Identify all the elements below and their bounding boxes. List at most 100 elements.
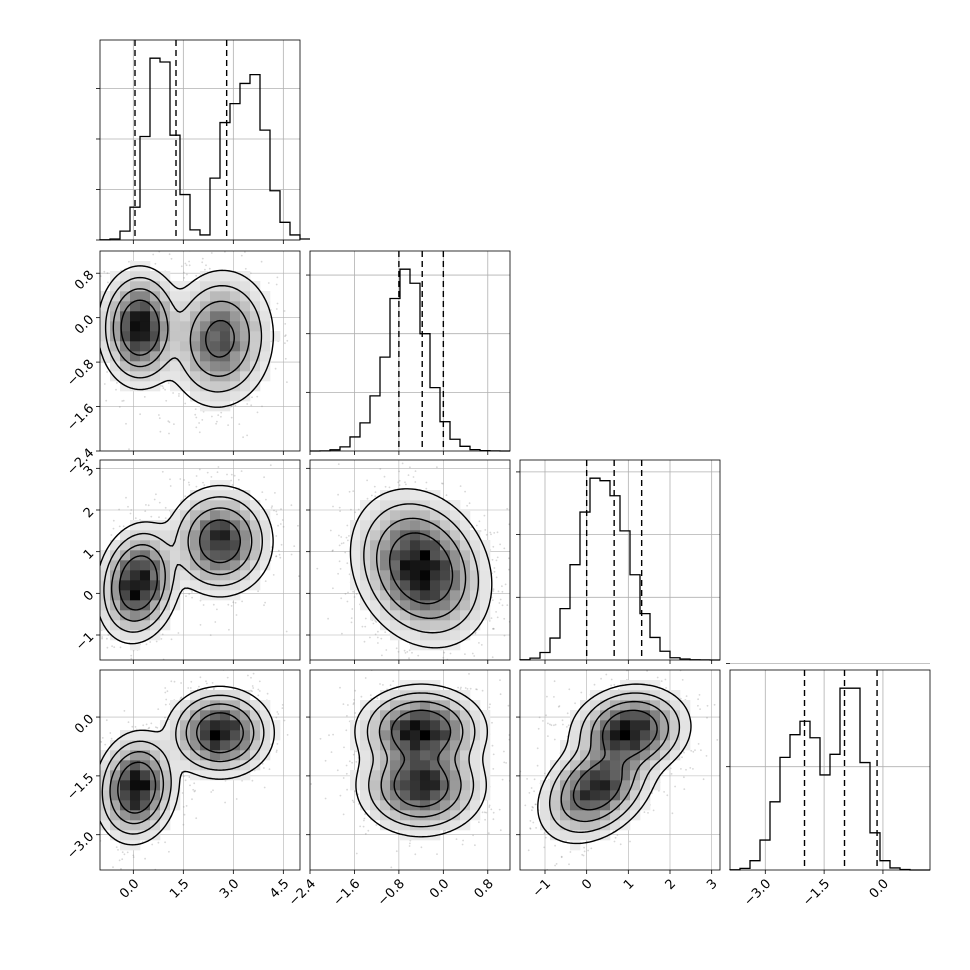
density-cell bbox=[170, 351, 181, 362]
sample-point bbox=[230, 416, 233, 419]
sample-point bbox=[113, 646, 116, 649]
density-cell bbox=[110, 371, 121, 382]
density-cell bbox=[220, 291, 231, 302]
sample-point bbox=[231, 484, 234, 486]
density-cell bbox=[140, 291, 151, 302]
sample-point bbox=[275, 510, 278, 513]
sample-point bbox=[93, 312, 95, 314]
sample-point bbox=[542, 538, 544, 540]
sample-point bbox=[106, 646, 109, 649]
sample-point bbox=[414, 481, 417, 483]
sample-point bbox=[90, 357, 92, 359]
sample-point bbox=[160, 384, 162, 387]
sample-point bbox=[97, 353, 99, 355]
sample-point bbox=[350, 508, 352, 511]
contour-line-1 bbox=[120, 299, 235, 358]
density-cell bbox=[210, 321, 221, 332]
density-cell bbox=[100, 331, 111, 342]
sample-point bbox=[449, 652, 452, 655]
density-cell bbox=[120, 580, 131, 591]
sample-point bbox=[376, 661, 378, 663]
sample-point bbox=[404, 481, 406, 484]
sample-point bbox=[210, 252, 213, 254]
sample-point bbox=[332, 587, 334, 590]
density-cell bbox=[250, 341, 261, 352]
sample-point bbox=[228, 628, 230, 631]
sample-point bbox=[225, 243, 227, 245]
sample-point bbox=[86, 353, 88, 355]
sample-point bbox=[410, 457, 412, 459]
sample-point bbox=[257, 590, 259, 593]
density-cell bbox=[110, 341, 121, 352]
density-cell bbox=[430, 560, 441, 571]
sample-point bbox=[374, 495, 377, 498]
sample-point bbox=[129, 512, 132, 515]
sample-point bbox=[308, 539, 310, 541]
sample-point bbox=[369, 636, 371, 639]
sample-point bbox=[103, 383, 106, 385]
sample-point bbox=[468, 502, 471, 505]
density-cell bbox=[240, 311, 251, 322]
sample-point bbox=[493, 532, 496, 534]
histogram-frame bbox=[519, 459, 721, 661]
density-cell bbox=[170, 291, 181, 302]
density-cell bbox=[130, 560, 141, 571]
density-cell bbox=[380, 550, 391, 561]
density-cell bbox=[200, 311, 211, 322]
density-cell bbox=[480, 570, 491, 581]
sample-point bbox=[246, 434, 249, 437]
density-cell bbox=[240, 371, 251, 382]
density-cell bbox=[410, 570, 421, 581]
sample-point bbox=[195, 274, 198, 277]
sample-point bbox=[169, 485, 172, 487]
density-cell bbox=[210, 331, 221, 342]
density-cell bbox=[130, 580, 141, 591]
density-cell bbox=[400, 520, 411, 531]
sample-point bbox=[130, 657, 133, 660]
sample-point bbox=[388, 486, 391, 489]
density-cell bbox=[230, 371, 241, 382]
sample-point bbox=[427, 665, 429, 667]
density-cell bbox=[440, 560, 451, 571]
density-cell bbox=[220, 361, 231, 372]
sample-point bbox=[284, 335, 286, 338]
density-cell bbox=[230, 291, 241, 302]
density-cell bbox=[370, 550, 381, 561]
sample-point bbox=[406, 651, 409, 653]
sample-point bbox=[195, 426, 198, 429]
density-cell bbox=[250, 371, 261, 382]
x-tick-label: −1.5 bbox=[800, 876, 833, 909]
density-cell bbox=[180, 351, 191, 362]
sample-point bbox=[191, 596, 194, 599]
sample-point bbox=[125, 422, 127, 425]
density-cell bbox=[220, 391, 231, 402]
density-cell bbox=[130, 331, 141, 342]
sample-point bbox=[503, 617, 506, 620]
density-cell bbox=[410, 530, 421, 541]
density-cell bbox=[220, 570, 231, 581]
density-cell bbox=[220, 381, 231, 392]
sample-point bbox=[173, 423, 175, 425]
sample-point bbox=[95, 609, 97, 611]
sample-point bbox=[168, 421, 171, 424]
sample-point bbox=[94, 334, 96, 336]
sample-point bbox=[261, 405, 263, 408]
density-cell bbox=[120, 311, 131, 322]
density-cell bbox=[120, 301, 131, 312]
density-cell bbox=[440, 500, 451, 511]
sample-point bbox=[168, 253, 171, 256]
sample-point bbox=[172, 392, 175, 394]
histogram-panel-2 bbox=[516, 460, 720, 661]
sample-point bbox=[111, 645, 113, 648]
density-cell bbox=[220, 510, 231, 521]
density-cell bbox=[200, 381, 211, 392]
sample-point bbox=[332, 505, 334, 508]
sample-point bbox=[95, 359, 97, 361]
sample-point bbox=[158, 501, 161, 504]
sample-point bbox=[158, 414, 160, 416]
sample-point bbox=[101, 636, 103, 638]
sample-point bbox=[414, 470, 417, 472]
sample-point bbox=[380, 679, 382, 681]
sample-point bbox=[491, 558, 494, 561]
